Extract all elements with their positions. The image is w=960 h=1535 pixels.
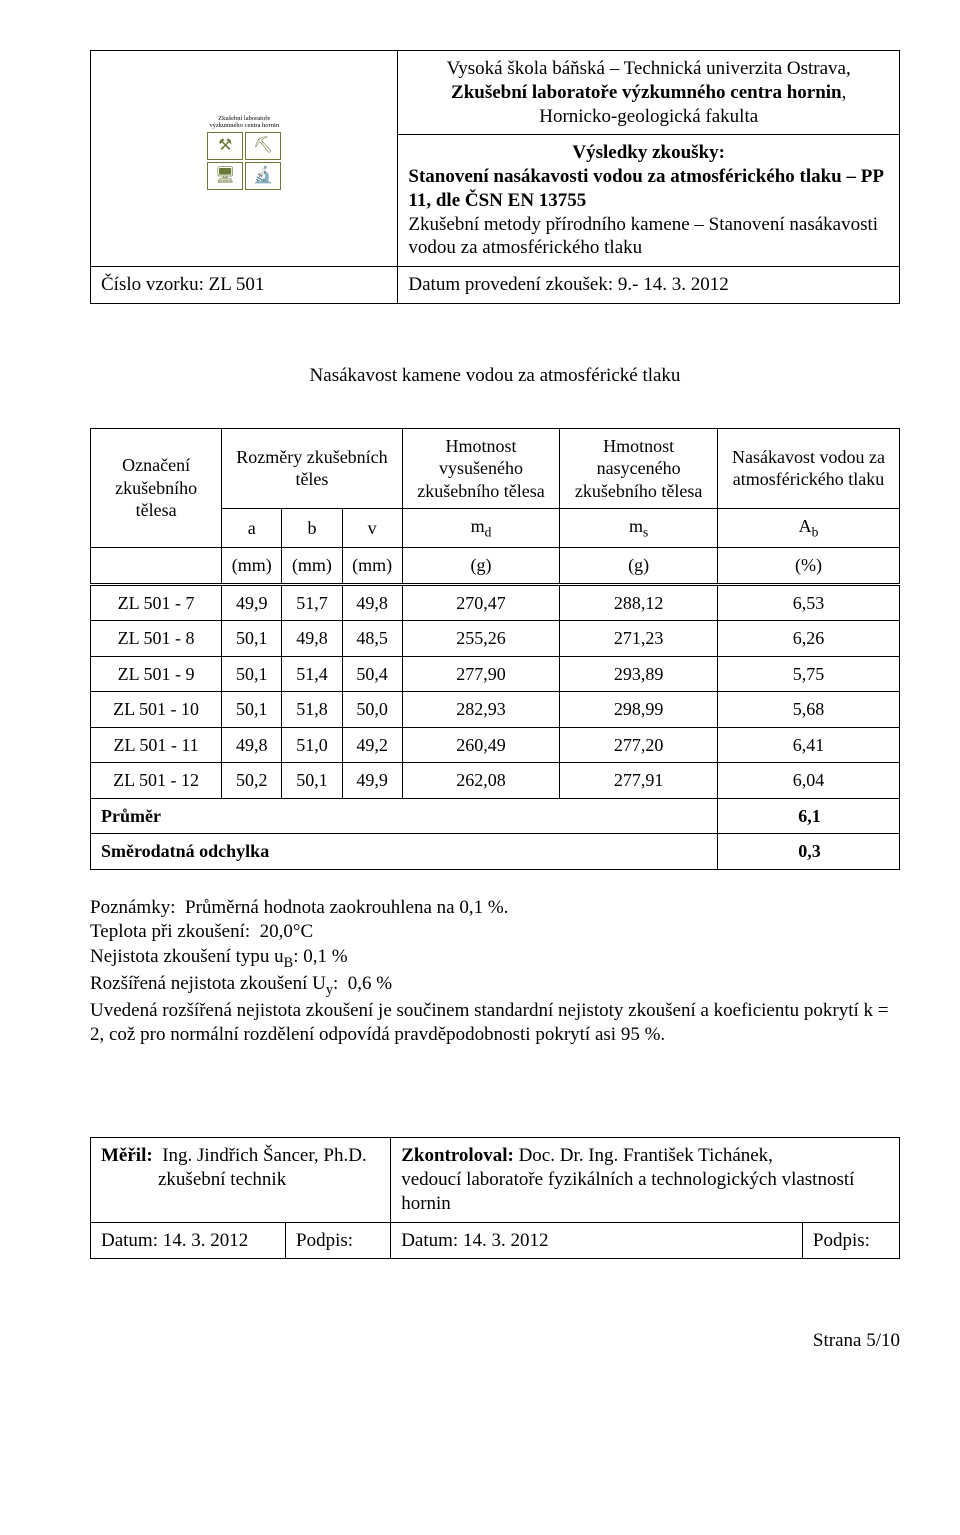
signature-table: Měřil: Ing. Jindřich Šancer, Ph.D. zkuše… [90, 1137, 900, 1259]
notes-uncertainty-uy: Rozšířená nejistota zkoušení Uy: 0,6 % [90, 972, 900, 999]
results-tbody: ZL 501 - 749,951,749,8270,47288,126,53 Z… [91, 584, 900, 798]
notes-label: Poznámky: [90, 897, 176, 918]
page-number: Strana 5/10 [90, 1329, 900, 1353]
table-row: ZL 501 - 1149,851,049,2260,49277,206,41 [91, 727, 900, 763]
table-row: ZL 501 - 1050,151,850,0282,93298,995,68 [91, 692, 900, 728]
check-signature: Podpis: [802, 1222, 899, 1259]
hammer-icon: ⚒ [207, 132, 243, 160]
sym-ab: Ab [717, 509, 899, 548]
university-line3: Hornicko-geologická fakulta [408, 105, 889, 129]
measured-by-cell: Měřil: Ing. Jindřich Šancer, Ph.D. zkuše… [91, 1138, 391, 1222]
logo-icons: ⚒ ⛏ 🖥 🔬 [202, 132, 287, 190]
col-dry-mass: Hmotnost vysušeného zkušebního tělesa [402, 428, 560, 509]
unit-ms: (g) [560, 548, 718, 585]
sample-number: Číslo vzorku: ZL 501 [91, 267, 398, 304]
test-title-cell: Výsledky zkoušky: Stanovení nasákavosti … [398, 135, 900, 267]
notes-uncertainty-ub: Nejistota zkoušení typu uB: 0,1 % [90, 945, 900, 972]
pick-icon: ⛏ [245, 132, 281, 160]
logo-text-bot: výzkumného centra hornin [209, 123, 279, 130]
unit-ab: (%) [717, 548, 899, 585]
mean-label: Průměr [91, 798, 718, 834]
sym-v: v [342, 509, 402, 548]
test-name: Stanovení nasákavosti vodou za atmosféri… [408, 165, 889, 213]
check-date: Datum: 14. 3. 2012 [391, 1222, 803, 1259]
col-absorption: Nasákavost vodou za atmosférického tlaku [717, 428, 899, 509]
table-row: ZL 501 - 749,951,749,8270,47288,126,53 [91, 584, 900, 621]
unit-md: (g) [402, 548, 560, 585]
results-title: Výsledky zkoušky: [408, 141, 889, 165]
logo-box: Zkušební laboratoře výzkumného centra ho… [202, 116, 287, 201]
col-sat-mass: Hmotnost nasyceného zkušebního tělesa [560, 428, 718, 509]
unit-a: (mm) [222, 548, 282, 585]
university-line1: Vysoká škola báňská – Technická univerzi… [408, 57, 889, 81]
notes-rounding: Průměrná hodnota zaokrouhlena na 0,1 %. [185, 897, 508, 918]
table-row: ZL 501 - 950,151,450,4277,90293,895,75 [91, 656, 900, 692]
microscope-icon: 🔬 [245, 162, 281, 190]
meas-signature: Podpis: [286, 1222, 391, 1259]
col-designation: Označení zkušebního tělesa [91, 428, 222, 548]
notes-temperature: Teplota při zkoušení: 20,0°C [90, 920, 900, 944]
mean-value: 6,1 [717, 798, 899, 834]
document-header-table: Zkušební laboratoře výzkumného centra ho… [90, 50, 900, 304]
meas-date: Datum: 14. 3. 2012 [91, 1222, 286, 1259]
sym-b: b [282, 509, 342, 548]
col-dimensions: Rozměry zkušebních těles [222, 428, 403, 509]
table-row: ZL 501 - 850,149,848,5255,26271,236,26 [91, 621, 900, 657]
unit-b: (mm) [282, 548, 342, 585]
sym-md: md [402, 509, 560, 548]
computer-icon: 🖥 [207, 162, 243, 190]
table-row: ZL 501 - 1250,250,149,9262,08277,916,04 [91, 763, 900, 799]
university-line2: Zkušební laboratoře výzkumného centra ho… [451, 82, 842, 103]
checked-by-cell: Zkontroloval: Doc. Dr. Ing. František Ti… [391, 1138, 900, 1222]
unit-blank [91, 548, 222, 585]
unit-v: (mm) [342, 548, 402, 585]
test-date: Datum provedení zkoušek: 9.- 14. 3. 2012 [398, 267, 900, 304]
logo-cell: Zkušební laboratoře výzkumného centra ho… [91, 51, 398, 267]
sd-value: 0,3 [717, 834, 899, 870]
section-title: Nasákavost kamene vodou za atmosférické … [90, 364, 900, 388]
sym-a: a [222, 509, 282, 548]
sd-label: Směrodatná odchylka [91, 834, 718, 870]
notes-block: Poznámky: Průměrná hodnota zaokrouhlena … [90, 896, 900, 1047]
test-method: Zkušební metody přírodního kamene – Stan… [408, 213, 889, 261]
university-cell: Vysoká škola báňská – Technická univerzi… [398, 51, 900, 135]
results-table: Označení zkušebního tělesa Rozměry zkuše… [90, 428, 900, 870]
notes-expanded: Uvedená rozšířená nejistota zkoušení je … [90, 999, 900, 1048]
sym-ms: ms [560, 509, 718, 548]
